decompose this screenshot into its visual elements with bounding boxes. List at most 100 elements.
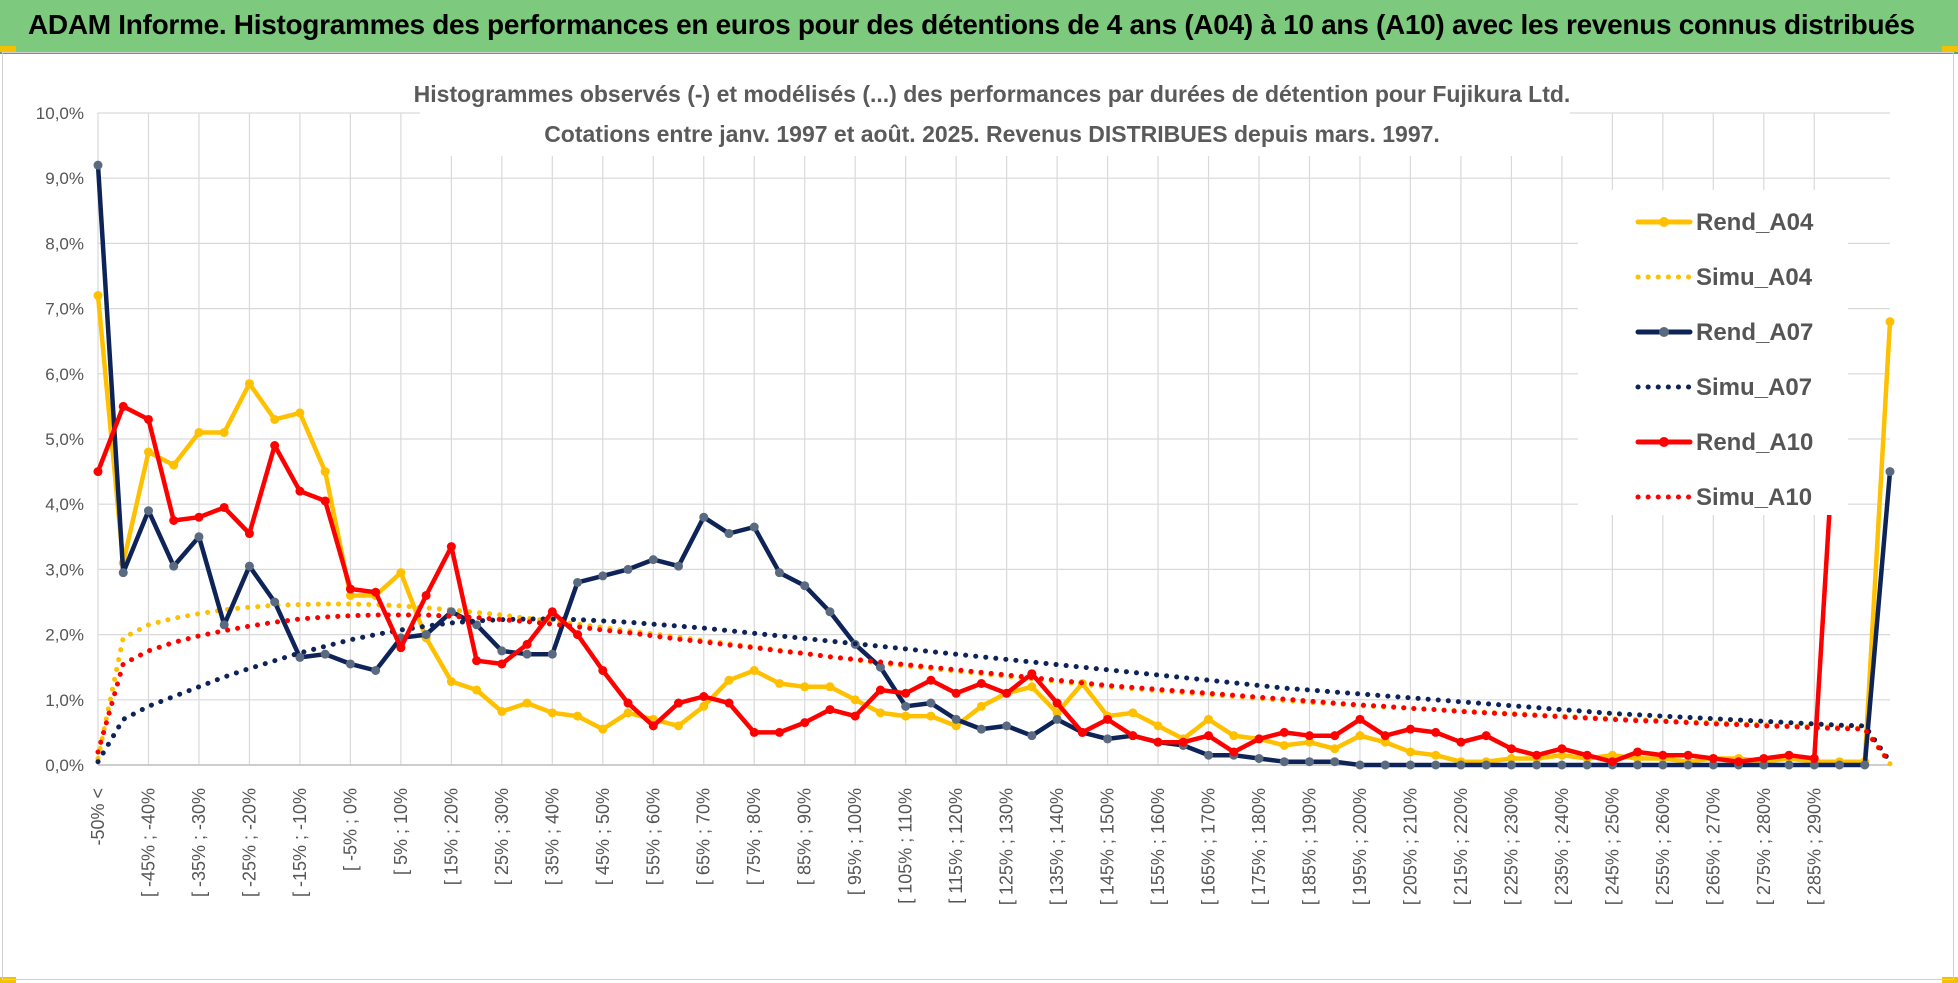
data-point-rend-a07 <box>724 529 734 539</box>
data-point-rend-a04 <box>875 708 885 718</box>
data-point-rend-a07 <box>1532 760 1542 770</box>
data-point-rend-a04 <box>1405 747 1415 757</box>
data-point-rend-a10 <box>118 401 128 411</box>
y-tick-label: 1,0% <box>45 691 84 710</box>
data-point-rend-a10 <box>1658 750 1668 760</box>
data-point-rend-a07 <box>1456 760 1466 770</box>
x-tick-label: [ 245% ; 250% <box>1602 788 1622 905</box>
data-point-rend-a07 <box>1330 757 1340 767</box>
data-point-rend-a04 <box>497 707 507 717</box>
x-tick-label: [ 5% ; 10% <box>391 788 411 875</box>
data-point-rend-a07 <box>623 564 633 574</box>
data-point-rend-a04 <box>194 427 204 437</box>
data-point-rend-a07 <box>371 665 381 675</box>
data-point-rend-a07 <box>1279 757 1289 767</box>
x-tick-label: [ 205% ; 210% <box>1400 788 1420 905</box>
corner-accent-bottom-left <box>0 977 16 983</box>
legend-label-rend-a10: Rend_A10 <box>1696 429 1813 456</box>
y-tick-label: 8,0% <box>45 234 84 253</box>
page-title: ADAM Informe. Histogrammes des performan… <box>28 9 1915 40</box>
data-point-rend-a07 <box>1380 760 1390 770</box>
x-tick-label: [ 165% ; 170% <box>1199 788 1219 905</box>
data-point-rend-a10 <box>1456 737 1466 747</box>
data-point-rend-a04 <box>749 665 759 675</box>
data-point-rend-a07 <box>169 561 179 571</box>
y-tick-label: 3,0% <box>45 560 84 579</box>
data-point-rend-a07 <box>1431 760 1441 770</box>
data-point-rend-a10 <box>1204 731 1214 741</box>
data-point-rend-a10 <box>1683 750 1693 760</box>
data-point-rend-a10 <box>825 705 835 715</box>
data-point-rend-a07 <box>194 532 204 542</box>
series-line-simu-a10 <box>95 612 1893 766</box>
data-point-rend-a07 <box>1405 760 1415 770</box>
data-point-rend-a10 <box>1582 750 1592 760</box>
legend-label-rend-a07: Rend_A07 <box>1696 319 1813 346</box>
legend-label-simu-a04: Simu_A04 <box>1696 264 1813 291</box>
data-point-rend-a04 <box>219 427 229 437</box>
x-tick-label: [ -25% ; -20% <box>239 788 259 897</box>
data-point-rend-a07 <box>143 506 153 516</box>
data-point-rend-a04 <box>1380 737 1390 747</box>
data-point-rend-a04 <box>320 467 330 477</box>
data-point-rend-a07 <box>1708 760 1718 770</box>
x-tick-label: [ 175% ; 180% <box>1249 788 1269 905</box>
data-point-rend-a10 <box>1254 734 1264 744</box>
data-point-rend-a07 <box>1860 760 1870 770</box>
data-point-rend-a10 <box>1330 731 1340 741</box>
data-point-rend-a10 <box>623 698 633 708</box>
legend-marker-rend-a10 <box>1659 437 1669 447</box>
data-point-rend-a07 <box>901 701 911 711</box>
x-tick-label: [ 85% ; 90% <box>795 788 815 885</box>
y-tick-label: 5,0% <box>45 430 84 449</box>
x-tick-label: [ 235% ; 240% <box>1552 788 1572 905</box>
data-point-rend-a10 <box>674 698 684 708</box>
data-point-rend-a07 <box>421 630 431 640</box>
data-point-rend-a10 <box>446 542 456 552</box>
data-point-rend-a07 <box>1582 760 1592 770</box>
x-axis: -50% < [ -45% ; -40% [ -35% ; -30% [ -25% ;… <box>88 788 1824 905</box>
corner-accent-bottom-right <box>1942 977 1958 983</box>
data-point-rend-a04 <box>1279 740 1289 750</box>
data-point-rend-a10 <box>648 721 658 731</box>
data-point-rend-a04 <box>1355 731 1365 741</box>
data-point-rend-a07 <box>118 568 128 578</box>
x-tick-label: [ 265% ; 270% <box>1703 788 1723 905</box>
data-point-rend-a10 <box>1128 731 1138 741</box>
data-point-rend-a10 <box>1708 753 1718 763</box>
data-point-rend-a07 <box>93 160 103 170</box>
data-point-rend-a10 <box>1380 731 1390 741</box>
data-point-rend-a07 <box>648 555 658 565</box>
x-tick-label: [ -35% ; -30% <box>189 788 209 897</box>
y-tick-label: 2,0% <box>45 626 84 645</box>
data-point-rend-a07 <box>1002 721 1012 731</box>
data-point-rend-a07 <box>573 577 583 587</box>
data-point-rend-a04 <box>1607 750 1617 760</box>
data-point-rend-a04 <box>951 721 961 731</box>
x-tick-label: [ 25% ; 30% <box>492 788 512 885</box>
data-point-rend-a07 <box>774 568 784 578</box>
data-point-rend-a10 <box>774 727 784 737</box>
data-point-rend-a04 <box>244 379 254 389</box>
chart-title-line1: Histogrammes observés (-) et modélisés (… <box>414 81 1571 107</box>
data-point-rend-a04 <box>1431 750 1441 760</box>
data-point-rend-a10 <box>219 502 229 512</box>
data-point-rend-a10 <box>724 698 734 708</box>
x-tick-label: [ 195% ; 200% <box>1350 788 1370 905</box>
x-tick-label: [ 125% ; 130% <box>997 788 1017 905</box>
y-tick-label: 4,0% <box>45 495 84 514</box>
data-point-rend-a04 <box>774 679 784 688</box>
chart-title-line2: Cotations entre janv. 1997 et août. 2025… <box>544 121 1440 147</box>
data-point-rend-a04 <box>699 701 709 711</box>
x-tick-label: [ 225% ; 230% <box>1501 788 1521 905</box>
y-tick-label: 6,0% <box>45 365 84 384</box>
x-tick-label: [ 145% ; 150% <box>1098 788 1118 905</box>
x-tick-label: [ 95% ; 100% <box>845 788 865 895</box>
x-tick-label: [ 55% ; 60% <box>643 788 663 885</box>
x-tick-label: [ 215% ; 220% <box>1451 788 1471 905</box>
corner-accent-left <box>0 46 16 52</box>
data-point-rend-a10 <box>1481 731 1491 741</box>
x-tick-label: [ 285% ; 290% <box>1804 788 1824 905</box>
data-point-rend-a10 <box>1759 753 1769 763</box>
x-tick-label: [ 185% ; 190% <box>1299 788 1319 905</box>
